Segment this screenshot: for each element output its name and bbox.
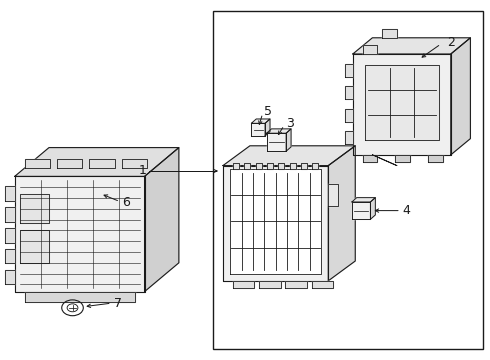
Polygon shape <box>345 131 353 144</box>
Polygon shape <box>301 163 307 169</box>
Polygon shape <box>353 54 451 155</box>
Polygon shape <box>363 155 377 162</box>
Text: 6: 6 <box>122 196 130 209</box>
Polygon shape <box>122 159 147 168</box>
Bar <box>213 11 483 349</box>
Polygon shape <box>5 186 15 201</box>
Polygon shape <box>363 45 377 54</box>
Polygon shape <box>265 119 270 136</box>
Polygon shape <box>451 38 470 155</box>
Text: 4: 4 <box>403 204 411 217</box>
Polygon shape <box>24 159 49 168</box>
Polygon shape <box>278 163 284 169</box>
Polygon shape <box>428 155 442 162</box>
Text: 7: 7 <box>114 297 122 310</box>
Polygon shape <box>365 65 439 140</box>
Polygon shape <box>255 163 262 169</box>
Polygon shape <box>328 184 338 206</box>
Polygon shape <box>20 194 49 223</box>
Polygon shape <box>395 155 410 162</box>
Text: 5: 5 <box>264 105 272 118</box>
Polygon shape <box>312 281 333 288</box>
Polygon shape <box>352 198 375 202</box>
Polygon shape <box>15 176 145 292</box>
Polygon shape <box>223 166 328 281</box>
Polygon shape <box>382 29 397 38</box>
Polygon shape <box>233 281 254 288</box>
Polygon shape <box>20 230 49 263</box>
Polygon shape <box>24 292 135 302</box>
Polygon shape <box>230 169 321 274</box>
Polygon shape <box>223 146 355 166</box>
Polygon shape <box>244 163 250 169</box>
Polygon shape <box>15 148 179 176</box>
Polygon shape <box>286 129 291 151</box>
Polygon shape <box>57 159 82 168</box>
Polygon shape <box>352 202 370 219</box>
Polygon shape <box>285 281 307 288</box>
Polygon shape <box>267 129 291 133</box>
Polygon shape <box>267 163 273 169</box>
Polygon shape <box>290 163 296 169</box>
Text: 1: 1 <box>139 165 147 177</box>
Polygon shape <box>345 64 353 77</box>
Polygon shape <box>251 123 265 136</box>
Polygon shape <box>5 207 15 221</box>
Polygon shape <box>145 148 179 292</box>
Polygon shape <box>251 119 270 123</box>
Polygon shape <box>312 163 318 169</box>
Polygon shape <box>345 86 353 99</box>
Text: 3: 3 <box>286 117 294 130</box>
Polygon shape <box>233 163 239 169</box>
Polygon shape <box>267 133 286 151</box>
Polygon shape <box>372 155 397 166</box>
Polygon shape <box>5 249 15 264</box>
Polygon shape <box>328 146 355 281</box>
Text: 2: 2 <box>447 36 455 49</box>
Polygon shape <box>5 228 15 243</box>
Polygon shape <box>345 109 353 122</box>
Polygon shape <box>259 281 280 288</box>
Polygon shape <box>5 270 15 284</box>
Polygon shape <box>353 38 470 54</box>
Polygon shape <box>89 159 115 168</box>
Polygon shape <box>370 198 375 219</box>
